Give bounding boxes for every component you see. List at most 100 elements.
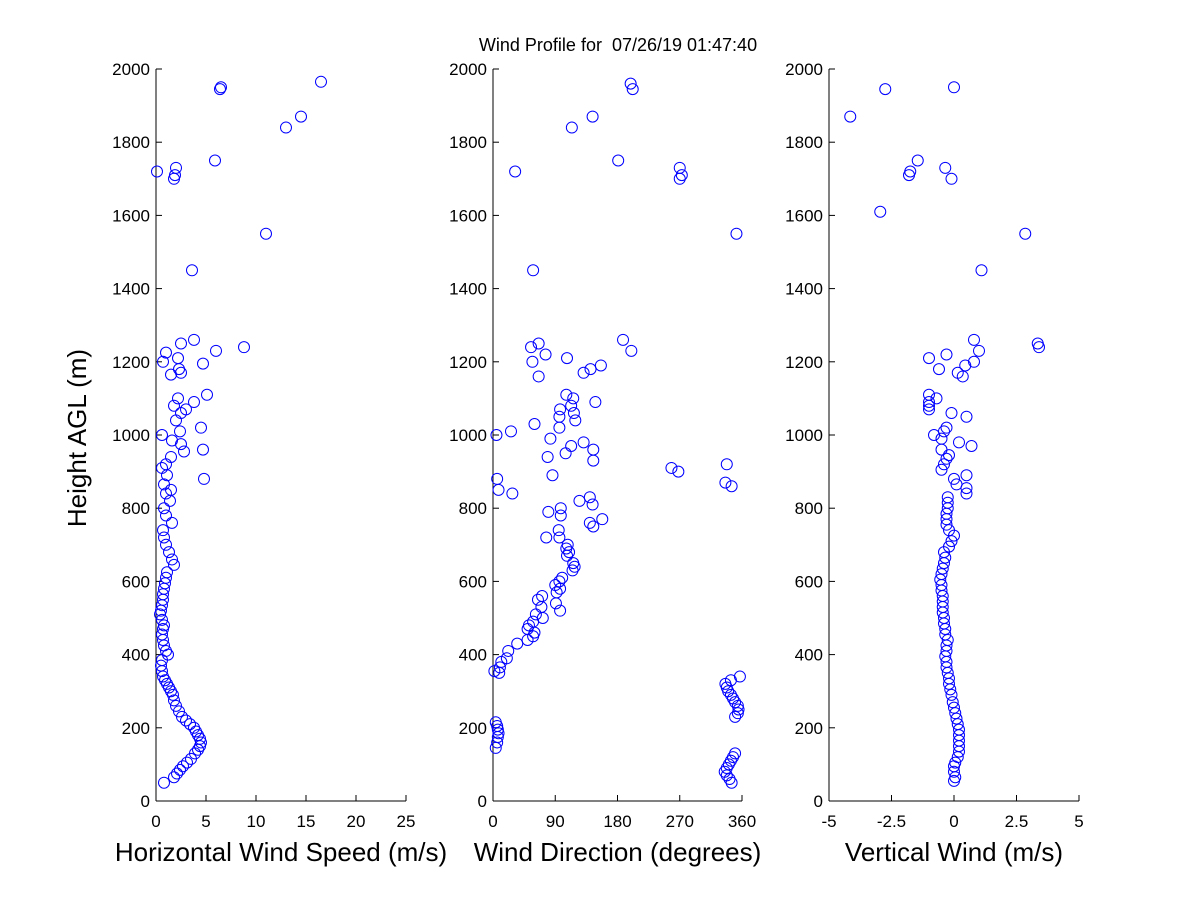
data-point	[280, 121, 292, 134]
data-point	[260, 227, 272, 240]
data-point	[500, 652, 513, 665]
data-point	[949, 707, 962, 720]
panel-speed: 0 200 400 600 800 1000 1200 1400 1600 1800 2000 0 5 1…	[112, 60, 447, 867]
data-point	[953, 436, 965, 449]
data-point	[492, 727, 505, 740]
y-tick-label: 200	[795, 719, 823, 738]
data-point	[506, 487, 519, 500]
data-point	[624, 77, 637, 90]
data-point	[188, 721, 200, 734]
data-point	[155, 659, 167, 672]
y-tick-label: 1400	[785, 280, 823, 299]
y-tick-label: 1200	[112, 353, 150, 372]
data-point	[583, 516, 596, 529]
y-tick-label: 600	[459, 572, 487, 591]
series-points	[151, 75, 327, 789]
data-point	[923, 396, 935, 409]
data-point	[184, 718, 196, 731]
data-point	[532, 370, 545, 383]
data-point	[960, 410, 973, 423]
data-point	[522, 619, 535, 632]
y-tick-label: 1600	[785, 206, 823, 225]
data-point	[210, 344, 222, 357]
data-point	[526, 355, 539, 368]
data-point	[156, 613, 168, 626]
data-point	[567, 392, 580, 405]
data-point	[725, 480, 738, 493]
data-point	[169, 169, 181, 182]
data-point	[176, 710, 188, 723]
data-point	[168, 771, 180, 784]
data-point	[940, 421, 953, 434]
data-point	[198, 472, 210, 485]
y-axis-label: Height AGL (m)	[62, 349, 92, 527]
series-points	[488, 77, 746, 789]
data-point	[158, 619, 170, 632]
y-tick-label: 600	[795, 572, 823, 591]
data-point	[170, 699, 182, 712]
data-point	[536, 590, 549, 603]
data-point	[214, 83, 226, 96]
panel-direction: 0 200 400 600 800 1000 1200 1400 1600 1800 2000 0 90…	[449, 60, 761, 867]
x-axis-label: Wind Direction (degrees)	[474, 837, 762, 867]
y-tick-label: 2000	[449, 60, 487, 79]
data-point	[172, 352, 184, 365]
data-point	[156, 461, 168, 474]
y-tick-label: 400	[795, 646, 823, 665]
data-point	[569, 414, 582, 427]
data-point	[565, 399, 578, 412]
data-point	[923, 403, 935, 416]
x-tick-label: 180	[603, 812, 631, 831]
data-point	[911, 154, 924, 167]
data-point	[935, 568, 948, 581]
data-point	[959, 359, 972, 372]
data-point	[1019, 227, 1032, 240]
y-tick-label: 1600	[449, 206, 487, 225]
data-point	[930, 392, 943, 405]
data-point	[561, 352, 574, 365]
data-point	[940, 348, 953, 361]
data-point	[166, 516, 178, 529]
y-tick-label: 0	[814, 792, 823, 811]
data-point	[939, 551, 952, 564]
data-point	[156, 628, 168, 641]
data-point	[975, 264, 988, 277]
data-point	[577, 436, 590, 449]
data-point	[945, 688, 958, 701]
data-point	[215, 81, 227, 94]
data-point	[950, 712, 963, 725]
data-point	[160, 509, 172, 522]
data-point	[941, 496, 954, 509]
data-point	[172, 392, 184, 405]
data-point	[178, 445, 190, 458]
y-tick-label: 1000	[449, 426, 487, 445]
data-point	[951, 366, 964, 379]
y-tick-label: 2000	[112, 60, 150, 79]
data-point	[968, 333, 980, 346]
data-point	[175, 337, 187, 350]
data-point	[965, 439, 978, 452]
data-point	[157, 524, 169, 537]
data-point	[554, 403, 567, 416]
data-point	[527, 264, 540, 277]
data-point	[719, 476, 732, 489]
data-point	[951, 718, 964, 731]
data-point	[157, 355, 169, 368]
data-point	[586, 110, 599, 123]
data-point	[560, 388, 573, 401]
data-point	[209, 154, 221, 167]
data-point	[509, 165, 522, 178]
data-point	[502, 644, 515, 657]
data-point	[586, 498, 599, 511]
x-tick-label: -2.5	[877, 812, 906, 831]
data-point	[491, 472, 504, 485]
data-point	[315, 75, 327, 88]
data-point	[531, 593, 544, 606]
data-point	[544, 432, 557, 445]
data-point	[960, 487, 973, 500]
data-point	[935, 432, 948, 445]
y-tick-label: 1600	[112, 206, 150, 225]
x-tick-label: 0	[151, 812, 160, 831]
